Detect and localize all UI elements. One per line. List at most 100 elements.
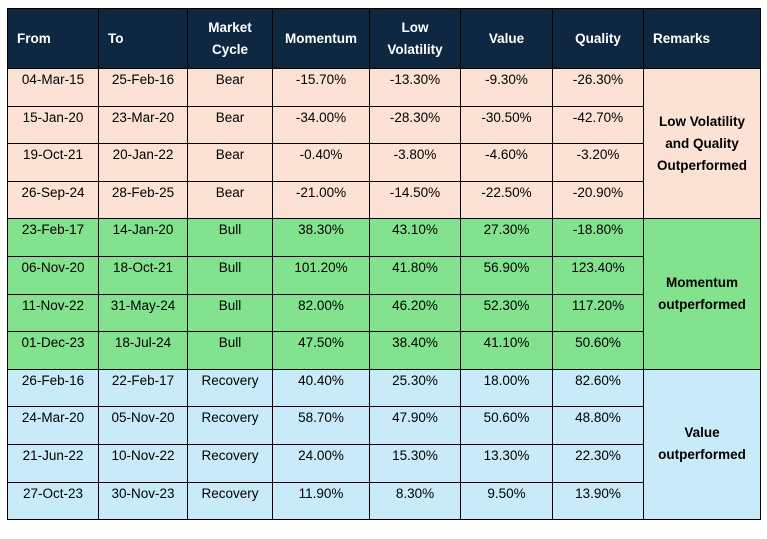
cell-momentum: 38.30% [272, 218, 370, 257]
cell-to: 05-Nov-20 [98, 406, 188, 445]
cell-to: 30-Nov-23 [98, 481, 188, 521]
cell-to: 20-Jan-22 [98, 143, 188, 182]
cell-to: 10-Nov-22 [98, 443, 188, 483]
table-row: 21-Jun-22 10-Nov-22 Recovery 24.00% 15.30% 13… [7, 443, 761, 483]
cell-momentum: 101.20% [272, 255, 370, 295]
cell-cycle: Bull [187, 293, 273, 333]
cell-momentum: 47.50% [272, 331, 370, 370]
table-row: 06-Nov-20 18-Oct-21 Bull 101.20% 41.80% 56.90… [7, 255, 761, 295]
remark-bull: Momentum outperformed [643, 218, 761, 370]
header-market-cycle-line2: Cycle [211, 41, 249, 57]
cell-to: 25-Feb-16 [98, 68, 188, 107]
table-row: 11-Nov-22 31-May-24 Bull 82.00% 46.20% 52.30%… [7, 293, 761, 333]
cell-quality: 123.40% [552, 255, 644, 295]
cell-to: 18-Oct-21 [98, 255, 188, 295]
header-momentum: Momentum [272, 8, 370, 69]
table-row: 27-Oct-23 30-Nov-23 Recovery 11.90% 8.30% 9.5… [7, 481, 761, 521]
header-from: From [7, 8, 99, 69]
cell-quality: -18.80% [552, 218, 644, 257]
table-row: 19-Oct-21 20-Jan-22 Bear -0.40% -3.80% -4.60%… [7, 143, 761, 182]
cell-from: 06-Nov-20 [7, 255, 99, 295]
cell-value: 9.50% [460, 481, 553, 521]
header-market-cycle: Market Cycle [187, 8, 273, 69]
cell-momentum: -15.70% [272, 68, 370, 107]
cell-value: 27.30% [460, 218, 553, 257]
table-row: 04-Mar-15 25-Feb-16 Bear -15.70% -13.30% -9.3… [7, 67, 761, 220]
cell-cycle: Bear [187, 68, 273, 107]
cell-value: 41.10% [460, 331, 553, 370]
cell-to: 28-Feb-25 [98, 180, 188, 220]
cell-value: -9.30% [460, 68, 553, 107]
header-low-volatility: Low Volatility [369, 8, 461, 69]
header-low-volatility-line2: Volatility [387, 41, 443, 57]
remark-line: Momentum [666, 275, 738, 291]
header-low-volatility-line1: Low [401, 19, 429, 35]
cell-momentum: -34.00% [272, 105, 370, 145]
cell-value: 56.90% [460, 255, 553, 295]
cell-low-volatility: 47.90% [369, 406, 461, 445]
cell-value: 18.00% [460, 368, 553, 408]
cell-from: 19-Oct-21 [7, 143, 99, 182]
cell-from: 27-Oct-23 [7, 481, 99, 521]
cell-momentum: 82.00% [272, 293, 370, 333]
cell-cycle: Recovery [187, 443, 273, 483]
cell-low-volatility: 43.10% [369, 218, 461, 257]
cell-low-volatility: 25.30% [369, 368, 461, 408]
cell-momentum: 40.40% [272, 368, 370, 408]
cell-cycle: Bull [187, 218, 273, 257]
cell-quality: -20.90% [552, 180, 644, 220]
cell-quality: 50.60% [552, 331, 644, 370]
cell-low-volatility: 38.40% [369, 331, 461, 370]
header-market-cycle-line1: Market [208, 19, 252, 35]
header-row: From To Market Cycle Momentum Low Volati… [7, 8, 761, 69]
cell-cycle: Bear [187, 105, 273, 145]
table-row: 01-Dec-23 18-Jul-24 Bull 47.50% 38.40% 41.10%… [7, 331, 761, 370]
cell-quality: 13.90% [552, 481, 644, 521]
cell-low-volatility: -14.50% [369, 180, 461, 220]
cell-from: 26-Sep-24 [7, 180, 99, 220]
market-cycle-factor-table: From To Market Cycle Momentum Low Volati… [7, 8, 761, 521]
cell-quality: 22.30% [552, 443, 644, 483]
header-quality: Quality [552, 8, 644, 69]
cell-cycle: Recovery [187, 368, 273, 408]
cell-cycle: Recovery [187, 481, 273, 521]
cell-quality: -3.20% [552, 143, 644, 182]
cell-cycle: Bull [187, 255, 273, 295]
cell-to: 14-Jan-20 [98, 218, 188, 257]
table-row: 23-Feb-17 14-Jan-20 Bull 38.30% 43.10% 27.30%… [7, 218, 761, 370]
cell-from: 15-Jan-20 [7, 105, 99, 145]
cell-to: 18-Jul-24 [98, 331, 188, 370]
remark-line: Outperformed [656, 157, 747, 173]
table-row: 26-Feb-16 22-Feb-17 Recovery 40.40% 25.30% 18… [7, 368, 761, 521]
table-body: 04-Mar-15 25-Feb-16 Bear -15.70% -13.30% -9.3… [7, 67, 761, 521]
cell-value: 52.30% [460, 293, 553, 333]
cell-cycle: Bull [187, 331, 273, 370]
remark-line: outperformed [658, 297, 746, 313]
cell-momentum: -21.00% [272, 180, 370, 220]
header-remarks: Remarks [643, 8, 761, 69]
cell-low-volatility: -3.80% [369, 143, 461, 182]
cell-from: 24-Mar-20 [7, 406, 99, 445]
cell-cycle: Bear [187, 180, 273, 220]
cell-momentum: 11.90% [272, 481, 370, 521]
cell-to: 23-Mar-20 [98, 105, 188, 145]
cell-quality: 82.60% [552, 368, 644, 408]
cell-value: 13.30% [460, 443, 553, 483]
cell-cycle: Recovery [187, 406, 273, 445]
cell-value: -22.50% [460, 180, 553, 220]
cell-quality: 117.20% [552, 293, 644, 333]
remark-line: Value [684, 425, 720, 441]
cell-to: 31-May-24 [98, 293, 188, 333]
cell-quality: -26.30% [552, 68, 644, 107]
cell-value: -4.60% [460, 143, 553, 182]
remark-line: outperformed [658, 447, 746, 463]
cell-low-volatility: -28.30% [369, 105, 461, 145]
remark-line: Low Volatility [658, 113, 745, 129]
cell-from: 26-Feb-16 [7, 368, 99, 408]
cell-low-volatility: 41.80% [369, 255, 461, 295]
cell-from: 11-Nov-22 [7, 293, 99, 333]
cell-quality: 48.80% [552, 406, 644, 445]
table-row: 15-Jan-20 23-Mar-20 Bear -34.00% -28.30% -30.… [7, 105, 761, 145]
cell-low-volatility: 46.20% [369, 293, 461, 333]
cell-low-volatility: -13.30% [369, 68, 461, 107]
